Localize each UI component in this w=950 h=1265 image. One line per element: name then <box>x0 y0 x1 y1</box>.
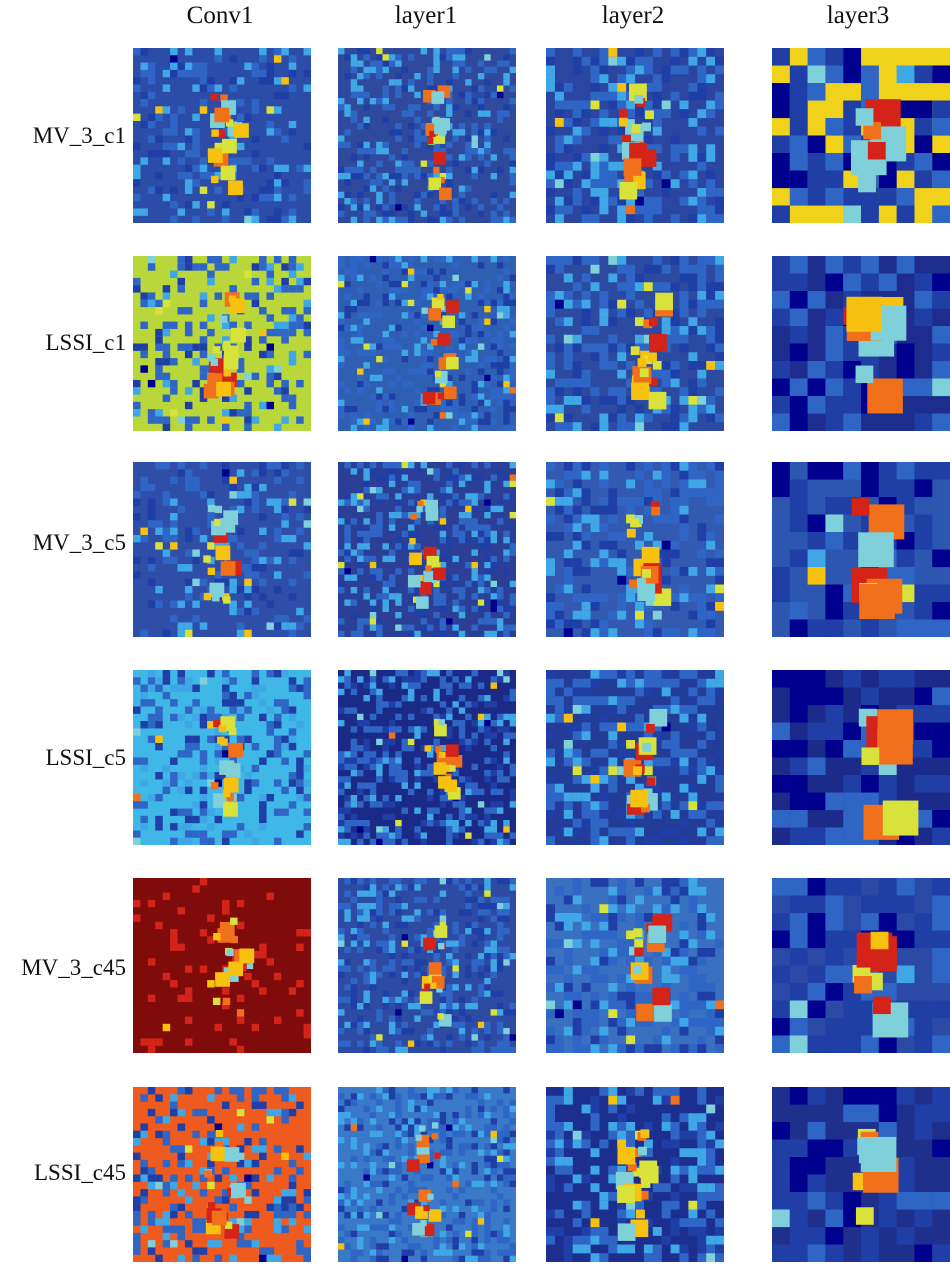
feature-map-lssi-c1-layer2 <box>546 256 724 431</box>
heatmap-image <box>133 878 311 1053</box>
heatmap-image <box>546 462 724 637</box>
feature-map-mv-3-c45-layer2 <box>546 878 724 1053</box>
row-label-lssi-c45: LSSI_c45 <box>34 1160 126 1185</box>
heatmap-image <box>546 878 724 1053</box>
feature-map-lssi-c5-layer3 <box>772 670 950 845</box>
feature-map-mv-3-c45-layer1 <box>338 878 516 1053</box>
feature-map-lssi-c5-conv1 <box>133 670 311 845</box>
feature-map-mv-3-c5-layer3 <box>772 462 950 637</box>
feature-map-lssi-c5-layer1 <box>338 670 516 845</box>
column-header-conv1: Conv1 <box>186 2 254 29</box>
feature-map-lssi-c45-layer1 <box>338 1087 516 1262</box>
feature-map-mv-3-c5-layer2 <box>546 462 724 637</box>
feature-map-lssi-c1-layer1 <box>338 256 516 431</box>
feature-map-mv-3-c45-layer3 <box>772 878 950 1053</box>
feature-map-mv-3-c45-conv1 <box>133 878 311 1053</box>
heatmap-image <box>772 878 950 1053</box>
row-label-lssi-c1: LSSI_c1 <box>45 330 127 355</box>
heatmap-image <box>133 670 311 845</box>
heatmap-image <box>338 462 516 637</box>
heatmap-image <box>772 48 950 223</box>
feature-map-mv-3-c1-layer1 <box>338 48 516 223</box>
heatmap-image <box>133 48 311 223</box>
heatmap-image <box>133 256 311 431</box>
feature-map-lssi-c5-layer2 <box>546 670 724 845</box>
feature-map-lssi-c1-conv1 <box>133 256 311 431</box>
row-label-lssi-c5: LSSI_c5 <box>45 745 127 770</box>
heatmap-image <box>338 1087 516 1262</box>
row-label-mv-3-c1: MV_3_c1 <box>32 123 126 148</box>
heatmap-image <box>338 48 516 223</box>
feature-map-mv-3-c1-layer3 <box>772 48 950 223</box>
heatmap-image <box>338 256 516 431</box>
feature-map-lssi-c45-layer3 <box>772 1087 950 1262</box>
heatmap-image <box>546 256 724 431</box>
row-label-mv-3-c45: MV_3_c45 <box>21 955 126 980</box>
feature-map-mv-3-c1-layer2 <box>546 48 724 223</box>
heatmap-image <box>546 670 724 845</box>
heatmap-image <box>546 1087 724 1262</box>
heatmap-image <box>772 462 950 637</box>
heatmap-image <box>338 670 516 845</box>
feature-map-mv-3-c5-conv1 <box>133 462 311 637</box>
heatmap-image <box>546 48 724 223</box>
heatmap-image <box>772 256 950 431</box>
column-header-layer2: layer2 <box>601 2 665 29</box>
feature-map-mv-3-c1-conv1 <box>133 48 311 223</box>
feature-map-mv-3-c5-layer1 <box>338 462 516 637</box>
feature-map-lssi-c1-layer3 <box>772 256 950 431</box>
heatmap-image <box>772 1087 950 1262</box>
heatmap-image <box>772 670 950 845</box>
feature-map-lssi-c45-conv1 <box>133 1087 311 1262</box>
column-header-layer3: layer3 <box>826 2 890 29</box>
heatmap-image <box>133 1087 311 1262</box>
heatmap-image <box>133 462 311 637</box>
row-label-mv-3-c5: MV_3_c5 <box>32 530 126 555</box>
feature-map-lssi-c45-layer2 <box>546 1087 724 1262</box>
column-header-layer1: layer1 <box>394 2 458 29</box>
heatmap-image <box>338 878 516 1053</box>
